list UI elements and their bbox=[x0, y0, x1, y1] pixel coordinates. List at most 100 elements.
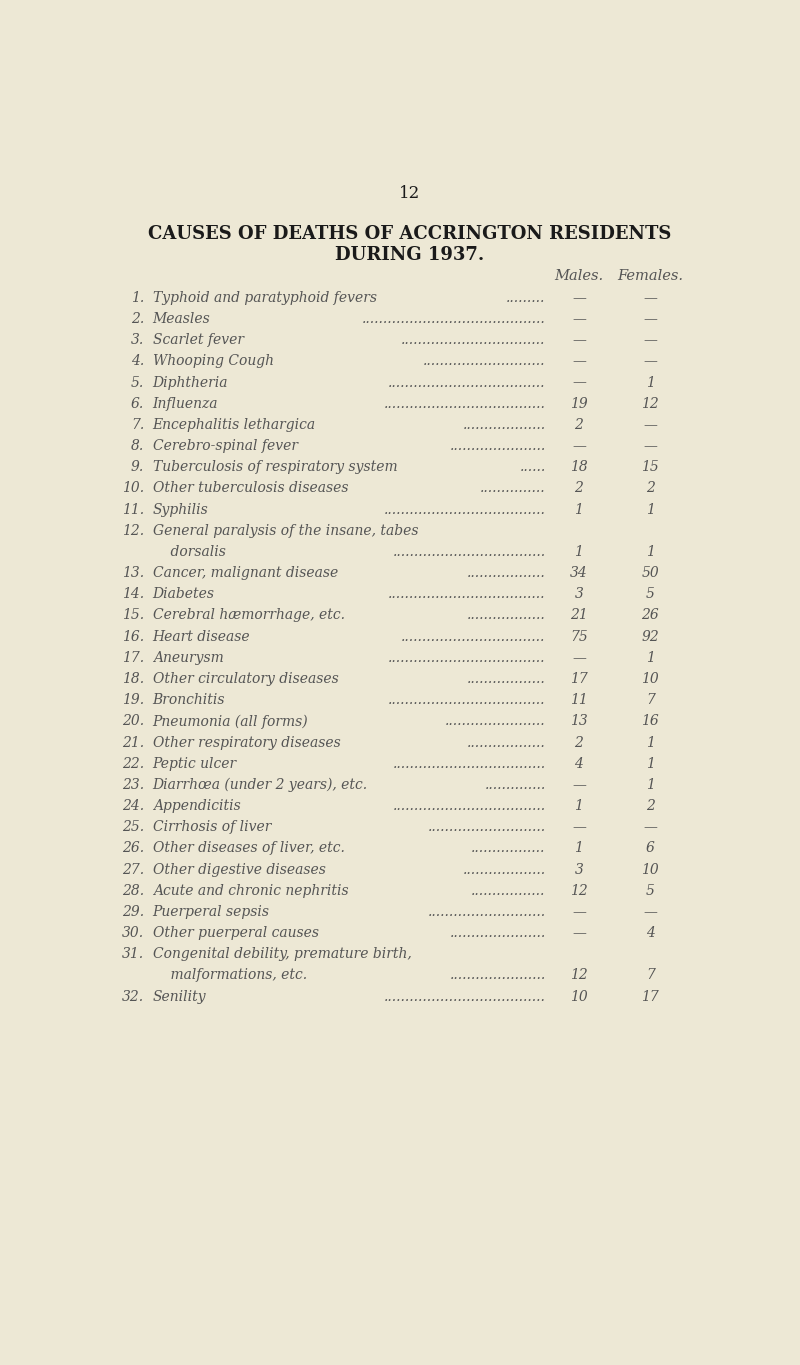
Text: 1: 1 bbox=[646, 736, 654, 749]
Text: —: — bbox=[572, 925, 586, 940]
Text: ...................................: ................................... bbox=[393, 545, 546, 558]
Text: 1: 1 bbox=[574, 841, 583, 856]
Text: 18.: 18. bbox=[122, 672, 144, 687]
Text: ...................................: ................................... bbox=[393, 756, 546, 771]
Text: Cirrhosis of liver: Cirrhosis of liver bbox=[153, 820, 271, 834]
Text: 34: 34 bbox=[570, 566, 588, 580]
Text: ............................: ............................ bbox=[423, 355, 546, 369]
Text: 7.: 7. bbox=[131, 418, 144, 431]
Text: 30.: 30. bbox=[122, 925, 144, 940]
Text: Typhoid and paratyphoid fevers: Typhoid and paratyphoid fevers bbox=[153, 291, 377, 304]
Text: 1: 1 bbox=[646, 502, 654, 516]
Text: Aneurysm: Aneurysm bbox=[153, 651, 223, 665]
Text: 3: 3 bbox=[574, 863, 583, 876]
Text: —: — bbox=[572, 440, 586, 453]
Text: 2: 2 bbox=[646, 482, 654, 495]
Text: Scarlet fever: Scarlet fever bbox=[153, 333, 244, 347]
Text: —: — bbox=[643, 820, 657, 834]
Text: 6.: 6. bbox=[131, 397, 144, 411]
Text: Cancer, malignant disease: Cancer, malignant disease bbox=[153, 566, 338, 580]
Text: 16: 16 bbox=[642, 714, 659, 729]
Text: Influenza: Influenza bbox=[153, 397, 218, 411]
Text: 1: 1 bbox=[574, 545, 583, 558]
Text: 10: 10 bbox=[642, 672, 659, 687]
Text: —: — bbox=[572, 651, 586, 665]
Text: 17: 17 bbox=[570, 672, 588, 687]
Text: 12.: 12. bbox=[122, 524, 144, 538]
Text: —: — bbox=[572, 820, 586, 834]
Text: ....................................: .................................... bbox=[388, 587, 546, 602]
Text: 12: 12 bbox=[570, 883, 588, 898]
Text: 21.: 21. bbox=[122, 736, 144, 749]
Text: 20.: 20. bbox=[122, 714, 144, 729]
Text: 25.: 25. bbox=[122, 820, 144, 834]
Text: 92: 92 bbox=[642, 629, 659, 644]
Text: 31.: 31. bbox=[122, 947, 144, 961]
Text: 15: 15 bbox=[642, 460, 659, 474]
Text: ..........................................: ........................................… bbox=[362, 313, 546, 326]
Text: ......: ...... bbox=[519, 460, 546, 474]
Text: 4: 4 bbox=[646, 925, 654, 940]
Text: —: — bbox=[572, 375, 586, 389]
Text: —: — bbox=[572, 313, 586, 326]
Text: ..................: .................. bbox=[467, 736, 546, 749]
Text: Whooping Cough: Whooping Cough bbox=[153, 355, 274, 369]
Text: .....................................: ..................................... bbox=[384, 397, 546, 411]
Text: 2: 2 bbox=[646, 799, 654, 814]
Text: 17: 17 bbox=[642, 990, 659, 1003]
Text: ......................: ...................... bbox=[450, 968, 546, 983]
Text: ...........................: ........................... bbox=[427, 820, 546, 834]
Text: Puerperal sepsis: Puerperal sepsis bbox=[153, 905, 270, 919]
Text: ...........................: ........................... bbox=[427, 905, 546, 919]
Text: Appendicitis: Appendicitis bbox=[153, 799, 241, 814]
Text: ..............: .............. bbox=[484, 778, 546, 792]
Text: 12: 12 bbox=[570, 968, 588, 983]
Text: 5: 5 bbox=[646, 883, 654, 898]
Text: ...............: ............... bbox=[480, 482, 546, 495]
Text: 1: 1 bbox=[646, 651, 654, 665]
Text: 5: 5 bbox=[646, 587, 654, 602]
Text: Tuberculosis of respiratory system: Tuberculosis of respiratory system bbox=[153, 460, 398, 474]
Text: 6: 6 bbox=[646, 841, 654, 856]
Text: ......................: ...................... bbox=[450, 925, 546, 940]
Text: 10: 10 bbox=[570, 990, 588, 1003]
Text: 11.: 11. bbox=[122, 502, 144, 516]
Text: 19: 19 bbox=[570, 397, 588, 411]
Text: —: — bbox=[643, 355, 657, 369]
Text: 23.: 23. bbox=[122, 778, 144, 792]
Text: 2.: 2. bbox=[131, 313, 144, 326]
Text: —: — bbox=[572, 905, 586, 919]
Text: 2: 2 bbox=[574, 482, 583, 495]
Text: 26.: 26. bbox=[122, 841, 144, 856]
Text: 26: 26 bbox=[642, 609, 659, 622]
Text: 4: 4 bbox=[574, 756, 583, 771]
Text: ......................: ...................... bbox=[450, 440, 546, 453]
Text: ..................: .................. bbox=[467, 609, 546, 622]
Text: 13.: 13. bbox=[122, 566, 144, 580]
Text: —: — bbox=[572, 355, 586, 369]
Text: .................................: ................................. bbox=[402, 333, 546, 347]
Text: 1: 1 bbox=[646, 756, 654, 771]
Text: 7: 7 bbox=[646, 693, 654, 707]
Text: Other respiratory diseases: Other respiratory diseases bbox=[153, 736, 341, 749]
Text: DURING 1937.: DURING 1937. bbox=[335, 246, 485, 265]
Text: .....................................: ..................................... bbox=[384, 990, 546, 1003]
Text: General paralysis of the insane, tabes: General paralysis of the insane, tabes bbox=[153, 524, 418, 538]
Text: 9.: 9. bbox=[131, 460, 144, 474]
Text: Diabetes: Diabetes bbox=[153, 587, 214, 602]
Text: ...................: ................... bbox=[462, 418, 546, 431]
Text: Cerebro-spinal fever: Cerebro-spinal fever bbox=[153, 440, 298, 453]
Text: 1: 1 bbox=[574, 799, 583, 814]
Text: 11: 11 bbox=[570, 693, 588, 707]
Text: .................................: ................................. bbox=[402, 629, 546, 644]
Text: 2: 2 bbox=[574, 736, 583, 749]
Text: Senility: Senility bbox=[153, 990, 206, 1003]
Text: Bronchitis: Bronchitis bbox=[153, 693, 226, 707]
Text: —: — bbox=[643, 905, 657, 919]
Text: Congenital debility, premature birth,: Congenital debility, premature birth, bbox=[153, 947, 411, 961]
Text: —: — bbox=[572, 778, 586, 792]
Text: Other digestive diseases: Other digestive diseases bbox=[153, 863, 326, 876]
Text: 10: 10 bbox=[642, 863, 659, 876]
Text: Females.: Females. bbox=[618, 269, 683, 284]
Text: 3.: 3. bbox=[131, 333, 144, 347]
